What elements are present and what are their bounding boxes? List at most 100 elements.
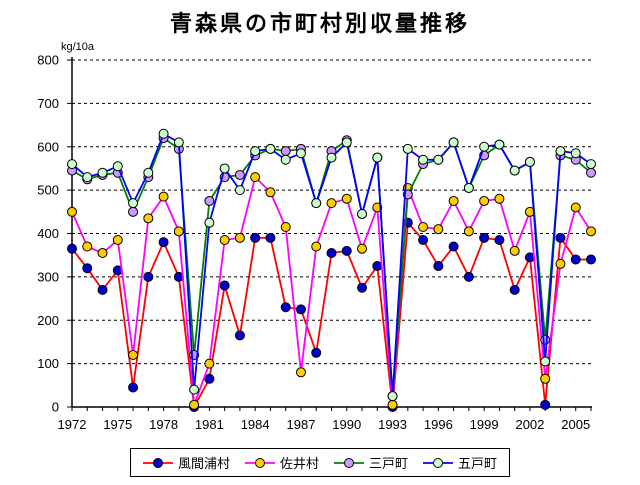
data-point-marker (341, 137, 352, 148)
y-tick-label: 400 (37, 226, 59, 241)
series-佐井村 (67, 172, 596, 410)
chart-title: 青森県の市町村別収量推移 (169, 11, 470, 36)
data-point-marker (387, 391, 398, 402)
data-point-marker (586, 254, 596, 265)
data-point-marker (357, 282, 368, 293)
data-point-marker (234, 232, 245, 243)
data-point-marker (265, 143, 276, 154)
x-tick-label: 1987 (287, 417, 316, 432)
data-point-marker (128, 198, 139, 209)
legend: 風間浦村 佐井村 三戸町 五戸町 (0, 448, 640, 477)
data-point-marker (204, 217, 215, 228)
legend-box: 風間浦村 佐井村 三戸町 五戸町 (129, 448, 511, 477)
data-point-marker (219, 235, 230, 246)
y-tick-label: 500 (37, 183, 59, 198)
gridlines (72, 59, 592, 365)
y-tick-label: 700 (37, 96, 59, 111)
series-五戸町 (67, 128, 596, 402)
data-point-marker (97, 284, 108, 295)
data-point-marker (295, 367, 306, 378)
legend-item-三戸町: 三戸町 (334, 453, 408, 472)
data-point-marker (112, 235, 123, 246)
data-point-marker (311, 241, 322, 252)
data-point-marker (265, 232, 276, 243)
data-point-marker (387, 399, 398, 410)
data-point-marker (219, 163, 230, 174)
data-point-marker (280, 302, 291, 313)
data-point-marker (143, 213, 154, 224)
data-point-marker (448, 137, 459, 148)
x-tick-label: 1984 (241, 417, 270, 432)
data-point-marker (463, 226, 474, 237)
data-point-marker (204, 195, 215, 206)
data-point-marker (173, 226, 184, 237)
data-point-marker (479, 141, 490, 152)
data-point-marker (250, 146, 261, 157)
data-point-marker (173, 137, 184, 148)
data-point-marker (433, 154, 444, 165)
x-tick-label: 1999 (470, 417, 499, 432)
data-point-marker (463, 182, 474, 193)
data-point-marker (67, 159, 77, 170)
data-point-marker (234, 330, 245, 341)
data-point-marker (418, 235, 429, 246)
data-point-marker (402, 143, 413, 154)
data-point-marker (250, 172, 261, 183)
data-point-marker (158, 128, 169, 139)
data-point-marker (341, 245, 352, 256)
x-tick-label: 1981 (195, 417, 224, 432)
y-tick-label: 0 (52, 400, 59, 415)
data-point-marker (311, 347, 322, 358)
data-point-marker (280, 221, 291, 232)
data-point-marker (341, 193, 352, 204)
data-point-marker (448, 241, 459, 252)
data-point-marker (158, 191, 169, 202)
data-point-marker (280, 146, 291, 157)
x-tick-label: 1990 (332, 417, 361, 432)
x-tick-label: 1975 (103, 417, 132, 432)
legend-marker-icon (142, 457, 173, 468)
y-tick-label: 800 (37, 53, 59, 68)
data-point-marker (586, 167, 596, 178)
data-point-marker (128, 349, 139, 360)
data-point-marker (67, 206, 77, 217)
y-tick-label: 600 (37, 139, 59, 154)
x-axis-ticks: 1972 1975 1978 1981 1984 1987 1990 1993 1996 1999… (58, 407, 592, 432)
data-point-marker (418, 221, 429, 232)
legend-marker-icon (334, 457, 364, 468)
data-point-marker (67, 243, 77, 254)
x-tick-label: 2005 (561, 417, 590, 432)
data-point-marker (280, 154, 291, 165)
y-tick-label: 300 (37, 269, 59, 284)
legend-marker-icon (244, 457, 275, 468)
data-point-marker (540, 334, 551, 345)
data-point-marker (357, 208, 368, 219)
data-point-marker (189, 384, 200, 395)
data-point-marker (586, 226, 596, 237)
data-point-marker (509, 165, 520, 176)
data-point-marker (570, 254, 581, 265)
data-point-marker (82, 172, 93, 183)
data-point-marker (143, 167, 154, 178)
data-point-marker (494, 235, 505, 246)
data-point-marker (82, 241, 93, 252)
y-tick-label: 200 (37, 313, 59, 328)
legend-marker-icon (423, 457, 454, 468)
data-point-marker (234, 185, 245, 196)
x-tick-label: 1993 (378, 417, 407, 432)
data-point-marker (479, 232, 490, 243)
data-point-marker (570, 148, 581, 159)
data-point-marker (433, 224, 444, 235)
legend-item-風間浦村: 風間浦村 (142, 453, 230, 472)
data-point-marker (372, 261, 383, 272)
x-tick-label: 1996 (424, 417, 453, 432)
data-point-marker (82, 263, 93, 274)
data-point-marker (326, 248, 337, 259)
data-point-marker (97, 167, 108, 178)
data-point-marker (509, 245, 520, 256)
data-point-marker (494, 139, 505, 150)
data-point-marker (128, 206, 139, 217)
data-point-marker (433, 261, 444, 272)
data-point-marker (494, 193, 505, 204)
